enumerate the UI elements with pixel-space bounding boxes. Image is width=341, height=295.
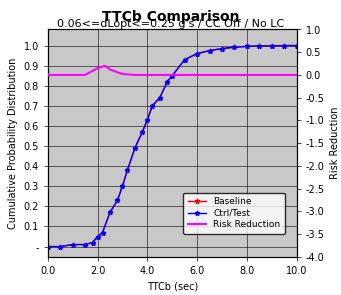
Ctrl/Test [101, 231, 105, 234]
Ctrl/Test [150, 104, 154, 108]
Risk Reduction [83, 73, 87, 77]
Line: Baseline: Baseline [45, 43, 299, 249]
Baseline [46, 245, 50, 248]
Baseline [245, 45, 249, 48]
Ctrl/Test [58, 245, 62, 248]
Baseline [90, 241, 94, 244]
Ctrl/Test [165, 80, 169, 83]
Ctrl/Test [270, 44, 274, 47]
Line: Ctrl/Test: Ctrl/Test [45, 43, 299, 249]
Risk Reduction [108, 68, 112, 71]
Risk Reduction [58, 73, 62, 77]
Baseline [170, 74, 174, 78]
Risk Reduction [145, 73, 149, 77]
Baseline [165, 80, 169, 83]
Risk Reduction [133, 73, 137, 77]
Ctrl/Test [115, 199, 119, 202]
Risk Reduction [295, 73, 299, 77]
Ctrl/Test [140, 130, 144, 134]
Y-axis label: Risk Reduction: Risk Reduction [330, 107, 340, 179]
Baseline [108, 211, 112, 214]
Legend: Baseline, Ctrl/Test, Risk Reduction: Baseline, Ctrl/Test, Risk Reduction [183, 193, 285, 234]
Risk Reduction [245, 73, 249, 77]
Baseline [133, 146, 137, 150]
X-axis label: TTCb (sec): TTCb (sec) [147, 281, 198, 291]
Ctrl/Test [233, 45, 237, 49]
Ctrl/Test [133, 146, 137, 150]
Baseline [233, 45, 237, 49]
Ctrl/Test [108, 211, 112, 214]
Risk Reduction [71, 73, 75, 77]
Ctrl/Test [71, 243, 75, 246]
Baseline [220, 47, 224, 50]
Baseline [71, 243, 75, 246]
Baseline [95, 235, 100, 238]
Baseline [101, 231, 105, 234]
Baseline [150, 104, 154, 108]
Text: TTCb Comparison: TTCb Comparison [102, 10, 239, 24]
Risk Reduction [46, 73, 50, 77]
Baseline [58, 245, 62, 248]
Ctrl/Test [83, 243, 87, 246]
Baseline [183, 58, 187, 61]
Line: Risk Reduction: Risk Reduction [48, 66, 297, 75]
Risk Reduction [195, 73, 199, 77]
Ctrl/Test [282, 44, 286, 47]
Risk Reduction [103, 64, 107, 68]
Risk Reduction [170, 73, 174, 77]
Ctrl/Test [183, 58, 187, 61]
Baseline [140, 130, 144, 134]
Baseline [195, 52, 199, 55]
Ctrl/Test [170, 74, 174, 78]
Ctrl/Test [90, 241, 94, 244]
Ctrl/Test [245, 45, 249, 48]
Ctrl/Test [120, 185, 124, 188]
Baseline [295, 44, 299, 47]
Risk Reduction [270, 73, 274, 77]
Ctrl/Test [207, 49, 211, 53]
Ctrl/Test [295, 44, 299, 47]
Ctrl/Test [145, 118, 149, 122]
Baseline [270, 44, 274, 47]
Risk Reduction [95, 66, 100, 70]
Baseline [257, 44, 262, 48]
Baseline [158, 96, 162, 100]
Y-axis label: Cumulative Probability Distribution: Cumulative Probability Distribution [8, 58, 18, 229]
Baseline [207, 49, 211, 53]
Risk Reduction [220, 73, 224, 77]
Baseline [145, 118, 149, 122]
Baseline [83, 243, 87, 246]
Baseline [120, 185, 124, 188]
Baseline [282, 44, 286, 47]
Ctrl/Test [257, 44, 262, 48]
Baseline [115, 199, 119, 202]
Ctrl/Test [195, 52, 199, 55]
Ctrl/Test [95, 235, 100, 238]
Ctrl/Test [125, 168, 130, 172]
Ctrl/Test [46, 245, 50, 248]
Baseline [125, 168, 130, 172]
Risk Reduction [120, 72, 124, 76]
Text: 0.06<=dLopt<=0.25 g's / CC Off / No LC: 0.06<=dLopt<=0.25 g's / CC Off / No LC [57, 19, 284, 29]
Ctrl/Test [158, 96, 162, 100]
Ctrl/Test [220, 47, 224, 50]
